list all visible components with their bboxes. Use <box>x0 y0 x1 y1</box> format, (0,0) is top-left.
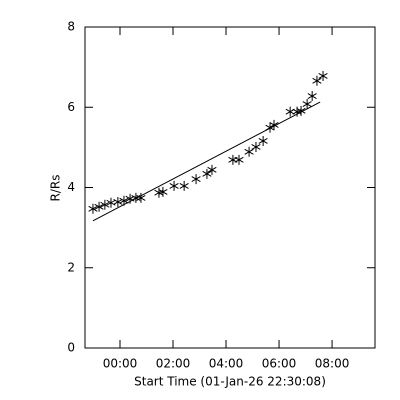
data-point <box>251 141 261 152</box>
data-point <box>285 106 295 117</box>
y-tick-label: 8 <box>67 20 75 34</box>
data-point <box>312 75 322 86</box>
plot-frame <box>84 26 376 349</box>
data-point <box>169 180 179 191</box>
y-tick-label: 6 <box>67 100 75 114</box>
data-point <box>191 174 201 185</box>
data-point <box>244 146 254 157</box>
x-tick-label: 08:00 <box>315 357 350 371</box>
data-point <box>269 119 279 130</box>
data-point <box>228 154 238 165</box>
data-point <box>307 91 317 102</box>
y-tick-label: 4 <box>67 180 75 194</box>
x-tick-label: 04:00 <box>209 357 244 371</box>
data-point <box>88 203 98 214</box>
y-tick-label: 0 <box>67 341 75 355</box>
data-point <box>136 192 146 203</box>
data-point <box>113 196 123 207</box>
y-tick-label: 2 <box>67 260 75 274</box>
data-point <box>100 199 110 210</box>
x-tick-label: 02:00 <box>156 357 191 371</box>
data-point <box>94 201 104 212</box>
x-tick-label: 06:00 <box>262 357 297 371</box>
data-point <box>158 186 168 197</box>
data-point <box>179 180 189 191</box>
data-point <box>207 164 217 175</box>
data-point <box>318 70 328 81</box>
x-tick-label: 00:00 <box>103 357 138 371</box>
data-point <box>302 99 312 110</box>
data-point <box>258 135 268 146</box>
data-point <box>234 154 244 165</box>
fit-line <box>92 101 321 222</box>
x-axis-label: Start Time (01-Jan-26 22:30:08) <box>134 375 326 389</box>
data-point <box>202 168 212 179</box>
data-point <box>296 105 306 116</box>
y-axis-label: R/Rs <box>49 175 63 202</box>
